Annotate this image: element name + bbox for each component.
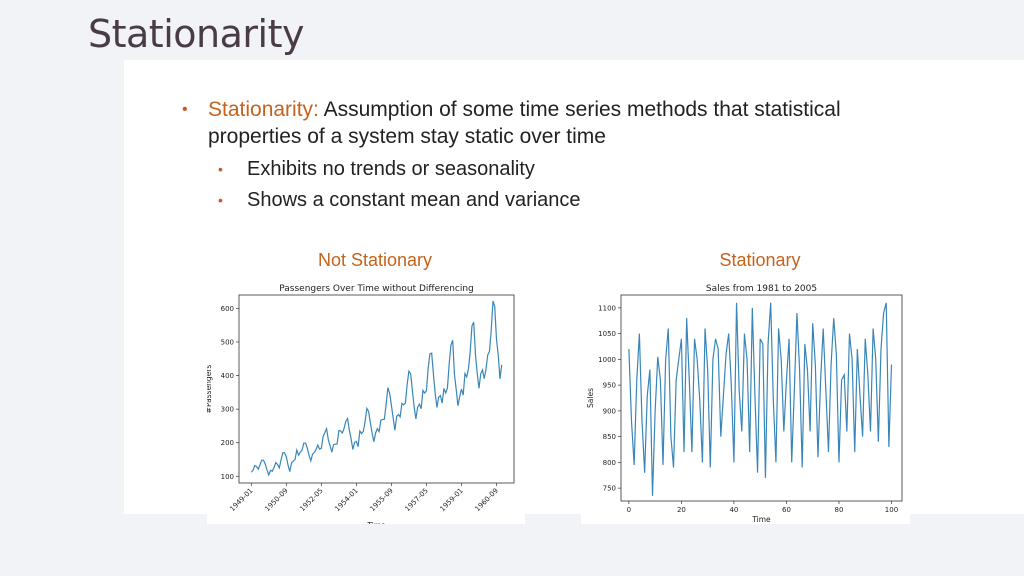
x-tick-label: 1959-01: [439, 487, 465, 513]
plot-frame: [238, 294, 515, 484]
bullet-list: • Stationarity: Assumption of some time …: [182, 96, 902, 216]
y-axis-label: #Passengers: [207, 365, 213, 414]
left-chart-container: Passengers Over Time without Differencin…: [204, 278, 525, 530]
y-tick-label: 1050: [598, 330, 616, 338]
y-tick-label: 900: [603, 407, 616, 415]
y-tick-label: 850: [603, 433, 616, 441]
sales-chart: Sales from 1981 to 200575080085090095010…: [586, 284, 903, 524]
data-series-line: [628, 302, 893, 496]
x-tick-label: 40: [729, 506, 738, 514]
bullet-dot-icon: •: [182, 101, 188, 118]
chart-title: Passengers Over Time without Differencin…: [279, 284, 474, 294]
x-axis-label: Time: [751, 515, 771, 524]
y-tick-label: 500: [221, 339, 234, 347]
x-tick-label: 1955-09: [368, 487, 394, 513]
bullet-term: Stationarity:: [208, 98, 319, 121]
y-tick-label: 600: [221, 305, 234, 313]
x-tick-label: 1954-01: [333, 487, 359, 513]
y-tick-label: 400: [221, 372, 234, 380]
x-tick-label: 0: [627, 506, 631, 514]
x-tick-label: 1960-09: [474, 487, 500, 513]
sub-bullet-text: Exhibits no trends or seasonality: [247, 158, 535, 180]
y-tick-label: 300: [221, 406, 234, 414]
sub-bullet-list: • Exhibits no trends or seasonality • Sh…: [182, 154, 902, 216]
x-tick-label: 20: [677, 506, 686, 514]
x-tick-label: 60: [782, 506, 791, 514]
sub-bullet-dot-icon: •: [218, 192, 223, 208]
y-tick-label: 100: [221, 473, 234, 481]
x-tick-label: 80: [835, 506, 844, 514]
right-chart-heading: Stationary: [719, 250, 801, 270]
y-tick-label: 200: [221, 439, 234, 447]
slide-title: Stationarity: [88, 12, 304, 56]
y-tick-label: 800: [603, 459, 616, 467]
x-tick-label: 1950-09: [263, 487, 289, 513]
y-tick-label: 950: [603, 382, 616, 390]
data-series-line: [250, 300, 503, 477]
y-tick-label: 750: [603, 485, 616, 493]
y-axis-label: Sales: [586, 388, 595, 408]
sub-bullet-item: • Exhibits no trends or seasonality: [182, 154, 902, 185]
bullet-text: Assumption of some time series methods t…: [208, 98, 841, 148]
y-tick-label: 1100: [598, 304, 616, 312]
sub-bullet-item: • Shows a constant mean and variance: [182, 185, 902, 216]
y-tick-label: 1000: [598, 356, 616, 364]
chart-title: Sales from 1981 to 2005: [706, 284, 817, 294]
passengers-chart: Passengers Over Time without Differencin…: [204, 284, 515, 530]
sub-bullet-text: Shows a constant mean and variance: [247, 189, 581, 211]
x-tick-label: 1952-05: [298, 487, 324, 513]
x-tick-label: 1957-05: [403, 487, 429, 513]
plot-frame: [620, 294, 903, 502]
x-axis-label: Time: [366, 521, 386, 524]
right-chart-container: Sales from 1981 to 2005 750 800 850 900 950 10…: [581, 278, 910, 524]
x-tick-label: 1949-01: [228, 487, 254, 513]
sub-bullet-dot-icon: •: [218, 161, 223, 177]
left-chart-heading: Not Stationary: [317, 250, 433, 270]
bullet-main: • Stationarity: Assumption of some time …: [182, 96, 902, 150]
x-tick-label: 100: [885, 506, 898, 514]
